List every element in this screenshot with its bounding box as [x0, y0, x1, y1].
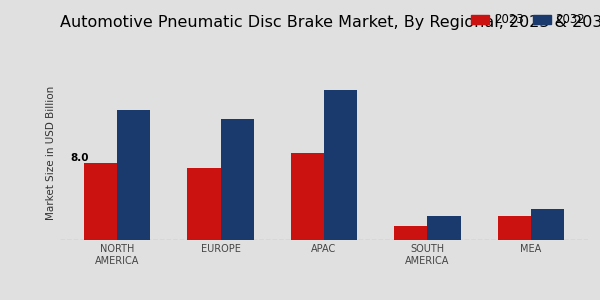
- Y-axis label: Market Size in USD Billion: Market Size in USD Billion: [46, 86, 56, 220]
- Bar: [221, 119, 254, 240]
- Bar: [291, 153, 324, 240]
- Bar: [427, 216, 461, 240]
- Bar: [117, 110, 150, 240]
- Text: Automotive Pneumatic Disc Brake Market, By Regional, 2023 & 2032: Automotive Pneumatic Disc Brake Market, …: [60, 15, 600, 30]
- Bar: [394, 226, 427, 240]
- Bar: [84, 163, 117, 240]
- Bar: [187, 167, 221, 240]
- Bar: [531, 209, 564, 240]
- Bar: [324, 90, 357, 240]
- Text: 8.0: 8.0: [71, 153, 89, 163]
- Bar: [498, 216, 531, 240]
- Legend: 2023, 2032: 2023, 2032: [469, 11, 587, 29]
